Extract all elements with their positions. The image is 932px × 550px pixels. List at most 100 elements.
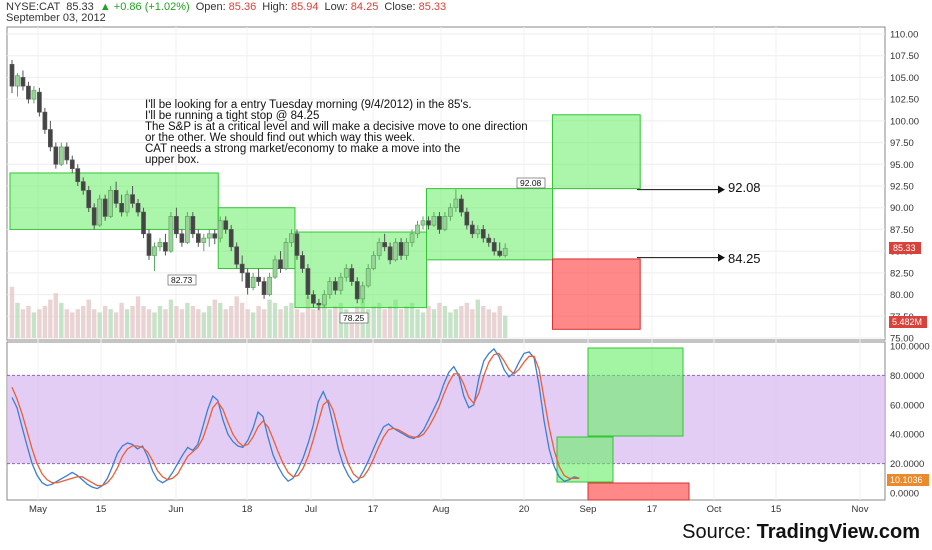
candle-body xyxy=(228,229,234,248)
candle-body xyxy=(86,189,92,209)
volume-bar xyxy=(267,299,272,338)
volume-bar xyxy=(294,309,300,338)
volume-bar xyxy=(31,312,37,338)
candle-body xyxy=(37,91,42,113)
candle-body xyxy=(119,203,124,213)
x-tick-label: 17 xyxy=(368,504,379,515)
candle-body xyxy=(53,146,59,165)
candle-body xyxy=(234,246,240,265)
price-badge: 85.33 xyxy=(893,243,916,253)
x-tick-label: Aug xyxy=(433,504,450,515)
annotation-line-6: upper box. xyxy=(145,154,199,166)
y-tick-label: 92.50 xyxy=(890,182,914,193)
x-tick-label: May xyxy=(29,504,47,515)
candle-body xyxy=(75,168,81,183)
green-zone-box xyxy=(552,114,641,190)
candle-body xyxy=(459,198,464,213)
source-credit: Source: TradingView.com xyxy=(682,521,920,544)
candle-body xyxy=(212,233,218,239)
volume-bar xyxy=(179,309,185,338)
candle-body xyxy=(163,242,168,252)
volume-bar xyxy=(113,312,119,338)
candles xyxy=(9,60,508,311)
volume-bar xyxy=(141,306,146,338)
candle-body xyxy=(15,75,20,87)
candle-body xyxy=(278,259,283,269)
candle-body xyxy=(223,220,229,230)
candle-body xyxy=(174,216,179,235)
candle-body xyxy=(354,281,360,300)
volume-bar xyxy=(283,306,289,338)
volume-bar xyxy=(245,309,250,338)
volume-bar xyxy=(344,309,349,338)
stoch-green-box-small xyxy=(556,436,614,483)
stoch-y-tick-label: 80.0000 xyxy=(890,371,924,382)
volume-bar xyxy=(86,299,91,338)
candle-body xyxy=(130,194,135,204)
level-arrows xyxy=(637,185,725,262)
volume-bar xyxy=(234,296,239,338)
volume-bar xyxy=(135,296,141,338)
y-tick-label: 80.00 xyxy=(890,290,914,301)
candle-body xyxy=(322,294,327,306)
volume-bar xyxy=(75,309,80,338)
y-tick-label: 75.00 xyxy=(890,334,914,345)
low-label-2: 78.25 xyxy=(343,313,365,323)
volume-bar xyxy=(376,302,382,338)
volume-bar xyxy=(393,299,398,338)
y-tick-label: 97.50 xyxy=(890,138,914,149)
volume-bar xyxy=(448,312,453,338)
volume-bar xyxy=(305,296,311,338)
candle-body xyxy=(332,281,338,291)
candle-body xyxy=(9,64,15,87)
candle-body xyxy=(420,220,426,226)
volume-bar xyxy=(102,306,108,338)
stochastic xyxy=(7,347,885,501)
volume-bar xyxy=(239,302,245,338)
candle-body xyxy=(387,246,393,261)
stoch-green-box xyxy=(587,347,684,437)
stoch-y-tick-label: 60.0000 xyxy=(890,400,924,411)
candle-body xyxy=(393,242,398,261)
close-value: 85.33 xyxy=(418,1,447,13)
candle-body xyxy=(415,224,420,235)
candle-body xyxy=(239,263,245,274)
volume-bar xyxy=(207,306,212,338)
candle-body xyxy=(42,111,48,130)
candle-body xyxy=(157,242,163,248)
low-label-1: 82.73 xyxy=(171,275,193,285)
candle-body xyxy=(491,242,497,252)
candle-body xyxy=(102,198,108,217)
source-name: TradingView.com xyxy=(756,521,920,543)
volume-bar xyxy=(503,315,508,338)
chart-date: September 03, 2012 xyxy=(6,12,106,24)
candle-body xyxy=(31,90,37,100)
volume-bar xyxy=(37,309,42,338)
chart-canvas[interactable]: 110.00 107.50 105.00 102.50 100.00 97.50 95.00… xyxy=(0,0,932,520)
candle-body xyxy=(108,189,113,217)
annotation-text: I'll be looking for a entry Tuesday morn… xyxy=(145,99,528,166)
candle-body xyxy=(469,224,475,235)
volume-badge-bg xyxy=(889,316,927,328)
volume-bar xyxy=(261,309,267,338)
volume-bar xyxy=(146,309,152,338)
volume-badge: 5.482M xyxy=(892,317,922,327)
candle-body xyxy=(464,211,470,226)
volume-bar xyxy=(256,306,261,338)
high-value: 85.94 xyxy=(290,1,319,13)
candle-body xyxy=(442,216,448,230)
annotation-line-2: I'll be running a tight stop @ 84.25 xyxy=(145,110,319,122)
volume-bar xyxy=(218,302,223,338)
volume-bar xyxy=(64,309,69,338)
low-label: Low: xyxy=(324,1,348,13)
candle-body xyxy=(185,216,190,243)
candle-body xyxy=(371,255,377,269)
y-tick-label: 82.50 xyxy=(890,268,914,279)
x-tick-label: 15 xyxy=(771,504,782,515)
volume-bar xyxy=(229,306,234,338)
candle-body xyxy=(141,211,146,235)
volume-bar xyxy=(20,309,26,338)
stop-label: 84.25 xyxy=(728,251,761,266)
volume-bar xyxy=(92,309,97,338)
volume-bar xyxy=(174,306,179,338)
